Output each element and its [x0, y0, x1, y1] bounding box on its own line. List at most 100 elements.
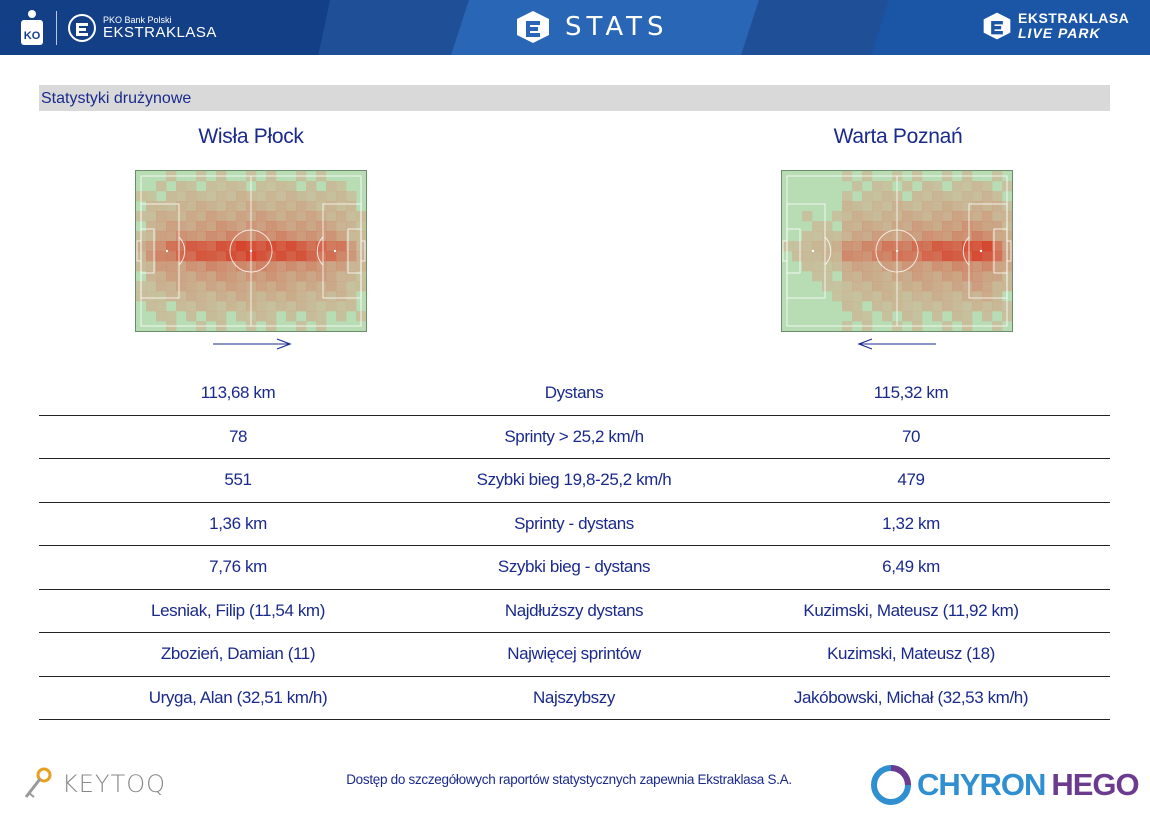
heatmap-cell — [852, 251, 863, 262]
heatmap-cell — [982, 251, 993, 262]
heatmap-cell — [276, 261, 287, 272]
heatmap-cell — [942, 211, 953, 222]
heatmap-cell — [286, 281, 297, 292]
heatmap-cell — [862, 281, 873, 292]
pitch-spot — [811, 249, 815, 253]
heatmap-cell — [296, 191, 307, 202]
heatmap-cell — [872, 301, 883, 312]
live-park-logo: EKSTRAKLASA LIVE PARK — [982, 11, 1129, 41]
heatmap-cell — [196, 291, 207, 302]
heatmap-cell — [882, 281, 893, 292]
heatmap-cell — [336, 301, 347, 312]
heatmap-cell — [932, 301, 943, 312]
heatmap-cell — [992, 201, 1003, 212]
heatmap-cell — [962, 251, 973, 262]
heatmap-cell — [812, 241, 823, 252]
heatmap-cell — [306, 181, 317, 192]
heatmap-cell — [306, 281, 317, 292]
heatmap-cell — [972, 191, 983, 202]
heatmap-cell — [146, 281, 157, 292]
heatmap-cell — [316, 261, 327, 272]
heatmap-cell — [276, 221, 287, 232]
heatmap-cell — [226, 221, 237, 232]
heatmap-cell — [306, 251, 317, 262]
stat-value-left: 78 — [228, 426, 248, 446]
heatmap-cell — [982, 201, 993, 212]
heatmap-cell — [326, 271, 337, 282]
heatmap-cell — [226, 251, 237, 262]
heatmap-cell — [326, 201, 337, 212]
heatmap-cell — [256, 191, 267, 202]
heatmap-cell — [326, 191, 337, 202]
heatmap-cell — [286, 221, 297, 232]
heatmap-cell — [226, 301, 237, 312]
heatmap-cell — [842, 191, 853, 202]
keytoq-key-icon — [24, 767, 52, 798]
heatmap-cell — [286, 231, 297, 242]
stat-label: Najdłuższy dystans — [504, 600, 644, 620]
heatmap-cell — [286, 181, 297, 192]
heatmap-cell — [952, 211, 963, 222]
heatmap-cell — [196, 191, 207, 202]
heatmap-cell — [326, 281, 337, 292]
heatmap-cell — [902, 311, 913, 322]
heatmap-cell — [256, 181, 267, 192]
heatmap-cell — [912, 291, 923, 302]
heatmap-cell — [952, 291, 963, 302]
heatmap-cell — [912, 231, 923, 242]
heatmap-cell — [186, 261, 197, 272]
heatmap-cell — [912, 191, 923, 202]
heatmap-cell — [992, 241, 1003, 252]
heatmap-cell — [882, 311, 893, 322]
heatmap-cell — [862, 311, 873, 322]
heatmap-cell — [156, 201, 167, 212]
heatmap-cell — [872, 231, 883, 242]
heatmap-cell — [216, 241, 227, 252]
heatmap-cell — [336, 271, 347, 282]
heatmap-cell — [156, 311, 167, 322]
heatmap-cell — [336, 281, 347, 292]
table-row: 1,36 km Sprinty - dystans 1,32 km — [39, 503, 1110, 546]
heatmap-cell — [872, 201, 883, 212]
heatmap-cell — [942, 271, 953, 282]
heatmap-cell — [972, 231, 983, 242]
heatmap-cell — [972, 271, 983, 282]
heatmap-cell — [286, 191, 297, 202]
heatmap-cell — [952, 301, 963, 312]
heatmap-cell — [146, 191, 157, 202]
ekstraklasa-label: EKSTRAKLASA — [103, 24, 217, 41]
heatmap-cell — [882, 251, 893, 262]
heatmap-cell — [196, 261, 207, 272]
heatmap-cell — [156, 301, 167, 312]
heatmap-cell — [206, 241, 217, 252]
heatmap-cell — [266, 271, 277, 282]
heatmap-cell — [336, 311, 347, 322]
pitch-spot — [165, 249, 169, 253]
heatmap-cell — [982, 291, 993, 302]
heatmap-cell — [306, 191, 317, 202]
heatmap-cell — [336, 201, 347, 212]
heatmap-cell — [972, 301, 983, 312]
heatmap-cell — [336, 261, 347, 272]
stat-value-right: Kuzimski, Mateusz (18) — [827, 644, 995, 664]
heatmap-cell — [982, 261, 993, 272]
heatmap-cell — [196, 221, 207, 232]
heatmap-cell — [256, 201, 267, 212]
heatmap-cell — [276, 201, 287, 212]
heatmap-cell — [862, 191, 873, 202]
heatmap-cell — [802, 261, 813, 272]
heatmap-cell — [276, 251, 287, 262]
heatmap-cell — [346, 211, 357, 222]
pitch-marking — [316, 236, 324, 266]
heatmap-cell — [922, 301, 933, 312]
heatmap-cell — [842, 271, 853, 282]
heatmap-cell — [306, 301, 317, 312]
heatmap-cell — [932, 211, 943, 222]
heatmap-cell — [822, 271, 833, 282]
heatmap-cell — [236, 251, 247, 262]
heatmap-cell — [992, 261, 1003, 272]
pitch-spot — [979, 249, 983, 253]
heatmap-cell — [962, 191, 973, 202]
heatmap-cell — [276, 301, 287, 312]
heatmap-cell — [146, 291, 157, 302]
